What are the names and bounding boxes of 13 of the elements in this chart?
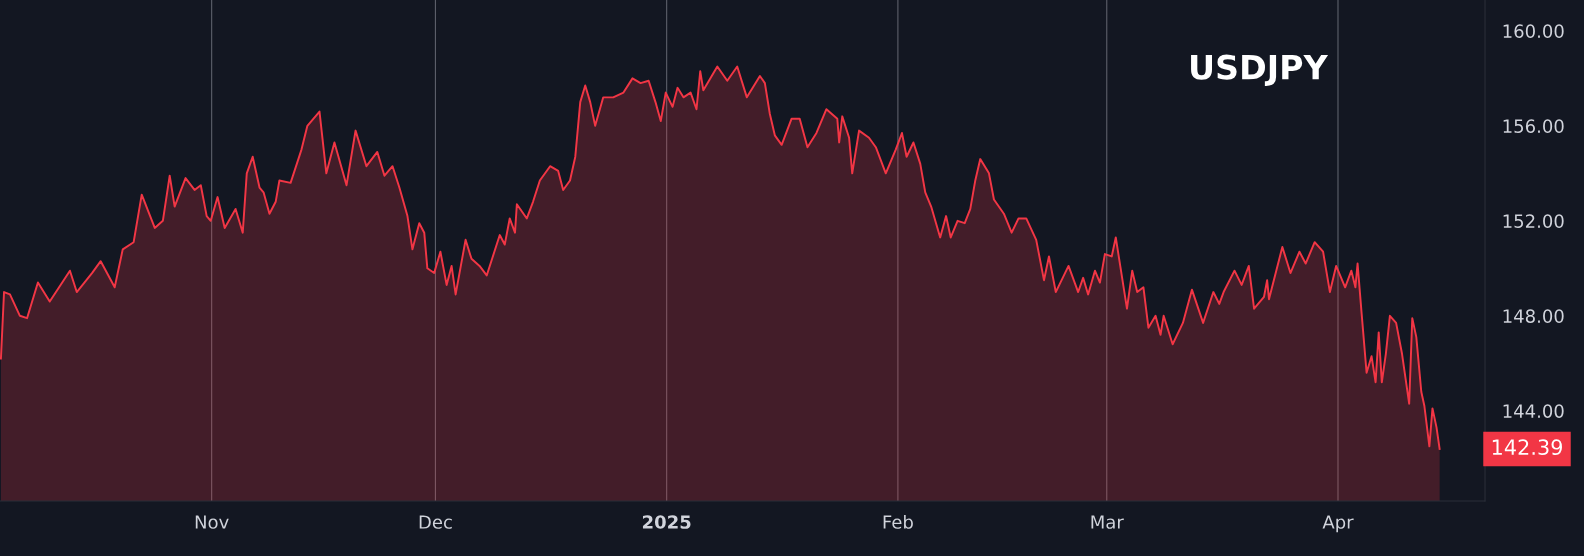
y-tick-label: 156.00 [1503, 119, 1564, 133]
y-tick-label: 160.00 [1503, 24, 1564, 38]
x-tick-label: Dec [419, 515, 452, 529]
x-tick-label: Apr [1322, 515, 1354, 533]
x-tick-label: 2025 [642, 515, 691, 529]
text: 142.39 [1492, 439, 1562, 456]
x-tick-label: Feb [883, 514, 913, 529]
x-tick-label: Mar [1091, 515, 1124, 529]
y-tick-label: 152.00 [1503, 214, 1564, 228]
x-tick-label: Nov [195, 515, 229, 529]
y-tick-label: 148.00 [1503, 309, 1564, 323]
y-tick-label: 144.00 [1503, 404, 1564, 418]
annotation: USDJPY [1191, 54, 1329, 87]
